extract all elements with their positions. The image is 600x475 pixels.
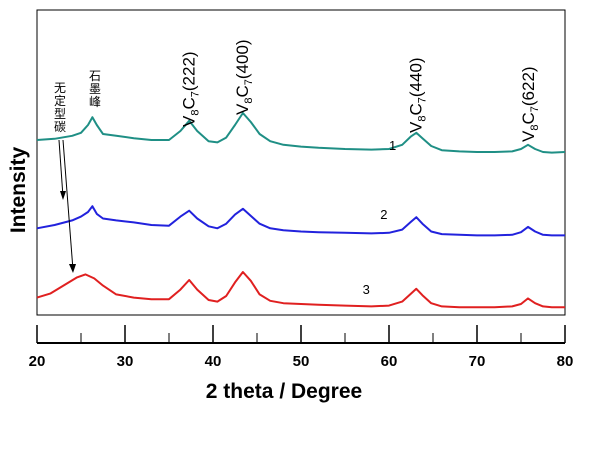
x-tick-label-40: 40: [205, 353, 222, 370]
x-tick-label-70: 70: [469, 353, 486, 370]
peak-label-622: V8C7(622): [519, 66, 541, 142]
curve-numbers: 1 2 3: [363, 138, 397, 297]
curve-label-1: 1: [389, 138, 396, 153]
annotation-arrowhead-1: [60, 191, 66, 200]
plot-frame: [36, 9, 566, 316]
x-tick-label-20: 20: [29, 353, 46, 370]
curve-label-3: 3: [363, 282, 370, 297]
series-lines: [36, 112, 566, 309]
x-axis-tick-labels: 20 30 40 50 60 70 80: [29, 353, 574, 370]
curve-label-2: 2: [380, 207, 387, 222]
annotation-arrow-1: [58, 139, 64, 198]
peak-label-400: V8C7(400): [233, 39, 255, 115]
peak-label-222: V8C7(222): [179, 51, 201, 127]
y-axis-title: Intensity: [7, 147, 30, 234]
amorphous-carbon-annotation: 无定型碳: [54, 81, 66, 134]
x-tick-label-80: 80: [557, 353, 574, 370]
annotation-arrowhead-2: [69, 264, 76, 273]
graphite-peak-annotation: 石墨峰: [89, 69, 101, 109]
x-axis-ticks: [36, 325, 566, 343]
series-line-1: [36, 112, 566, 154]
x-tick-label-30: 30: [117, 353, 134, 370]
annotation-arrow-2: [62, 139, 74, 271]
series-line-2: [36, 205, 565, 237]
x-tick-label-60: 60: [381, 353, 398, 370]
peak-label-440: V8C7(440): [406, 57, 428, 133]
x-tick-label-50: 50: [293, 353, 310, 370]
series-line-3: [36, 271, 565, 309]
peak-labels: V8C7(222) V8C7(400) V8C7(440) V8C7(622): [179, 39, 541, 142]
x-axis-title: 2 theta / Degree: [206, 380, 362, 403]
